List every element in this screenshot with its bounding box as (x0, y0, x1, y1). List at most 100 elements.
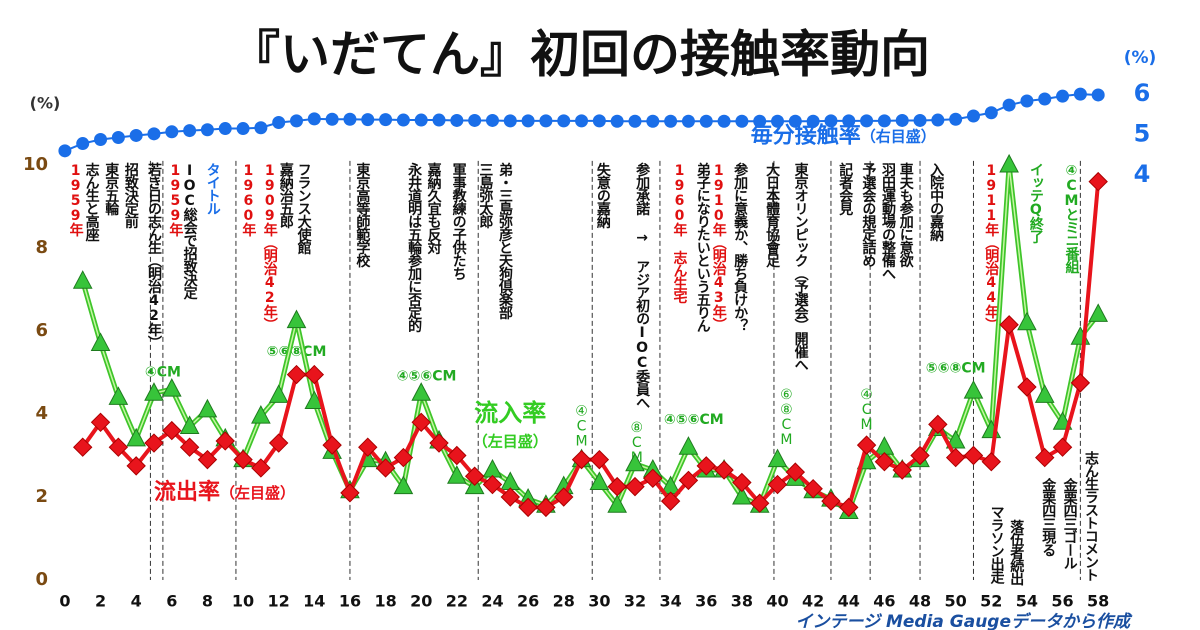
cm-label: ④⑤⑥CM (664, 412, 724, 428)
circle-marker (1002, 98, 1016, 112)
diamond-marker (1035, 447, 1055, 468)
diamond-marker (162, 420, 182, 441)
diamond-marker (643, 468, 663, 489)
x-tick-label: 48 (909, 592, 931, 611)
annotation: 入院中の嘉納 (928, 163, 945, 243)
circle-marker (699, 114, 713, 128)
diamond-marker (179, 437, 200, 457)
circle-marker (254, 121, 268, 135)
x-tick-label: 24 (481, 592, 503, 611)
y2-tick-label: 5 (1134, 120, 1151, 148)
circle-marker (860, 114, 874, 128)
circle-marker (717, 114, 731, 128)
circle-marker (931, 113, 945, 127)
x-tick-label: 26 (517, 592, 539, 611)
annotation: 嘉納久宜も反対 (426, 162, 443, 256)
series-note: （左目盛） (220, 483, 295, 501)
triangle-marker (482, 458, 503, 478)
annotation: 1910年（明治43年） (711, 163, 728, 331)
diamond-marker (536, 497, 556, 518)
diamond-marker (767, 474, 788, 495)
series-note: （左目盛） (473, 433, 548, 451)
x-tick-label: 28 (553, 592, 575, 611)
annotation: 1960年 志ん生宅 (672, 163, 688, 305)
triangle-marker (589, 471, 610, 490)
diamond-marker (892, 460, 912, 480)
x-tick-label: 52 (980, 592, 1002, 611)
diamond-marker (749, 493, 770, 513)
circle-marker (485, 113, 499, 127)
diamond-marker (429, 433, 449, 453)
circle-marker (966, 109, 980, 123)
circle-marker (94, 132, 108, 146)
annotation: 嘉納治五郎 (278, 162, 295, 230)
annotation: 三島弥太郎 (477, 163, 493, 230)
triangle-marker (999, 153, 1019, 173)
diamond-marker (554, 487, 574, 507)
diamond-marker (785, 462, 806, 482)
x-tick-label: 22 (446, 592, 468, 611)
x-tick-label: 54 (1016, 592, 1038, 611)
circle-marker (788, 114, 802, 128)
circle-marker (432, 113, 446, 127)
annotation: 東京五輪 (103, 162, 119, 217)
triangle-marker (1034, 384, 1055, 403)
annotation: 永井道明は五輪参加に否定的 (406, 162, 423, 334)
circle-marker (129, 128, 143, 142)
y-unit: (%) (30, 94, 61, 113)
triangle-marker (126, 427, 146, 447)
circle-marker (165, 125, 179, 139)
circle-marker (396, 113, 410, 127)
series-name: 流出率 (154, 479, 220, 505)
circle-marker (877, 114, 891, 128)
cm-label: ④CM (859, 387, 875, 432)
annotation: 弟子になりたいという五りん (695, 162, 711, 333)
diamond-marker (963, 445, 984, 466)
annotation: 参加承諾 → アジア初のIOC委員へ (634, 162, 651, 409)
circle-marker (735, 114, 749, 128)
cm-label: ⑥⑧CM (778, 387, 794, 447)
diamond-marker (589, 449, 610, 470)
triangle-marker (179, 415, 200, 434)
circle-marker (771, 114, 785, 128)
x-tick-label: 30 (588, 592, 610, 611)
circle-marker (325, 112, 339, 126)
footer: インテージ Media Gaugeデータから作成 (795, 612, 1133, 630)
diamond-marker (625, 476, 645, 497)
diamond-marker (607, 476, 627, 497)
circle-marker (664, 114, 678, 128)
triangle-marker (90, 332, 111, 351)
annotation: フランス大使館 (296, 163, 313, 256)
diamond-marker (1088, 171, 1108, 192)
diamond-marker (714, 460, 734, 480)
annotation: 羽田運動場の整備へ (880, 163, 897, 280)
annotation: 1911年（明治44年） (983, 163, 1000, 331)
series-note: （右目盛） (861, 127, 936, 145)
diamond-marker (90, 412, 111, 433)
circle-marker (681, 114, 695, 128)
circle-marker (468, 113, 482, 127)
x-tick-label: 10 (232, 592, 254, 611)
circle-marker (842, 114, 856, 128)
cm-label: ④CM (574, 404, 590, 449)
diamond-marker (464, 466, 485, 486)
circle-marker (1020, 94, 1034, 108)
circle-marker (1091, 88, 1105, 102)
annotation: タイトル (205, 163, 221, 215)
annotation: 予選会の規定詰め (860, 163, 876, 268)
diamond-marker (108, 437, 129, 457)
circle-marker (806, 114, 820, 128)
y2-unit: (%) (1124, 48, 1157, 68)
circle-marker (361, 113, 375, 127)
triangle-marker (625, 452, 645, 472)
y2-tick-label: 4 (1134, 160, 1151, 188)
diamond-marker (144, 433, 164, 453)
diamond-marker (375, 458, 396, 478)
diamond-marker (233, 449, 253, 470)
series-label: 流出率（左目盛） (154, 479, 295, 505)
diamond-marker (1070, 373, 1091, 393)
circle-marker (610, 114, 624, 128)
annotation: 1960年 (240, 163, 256, 238)
diamond-marker (73, 437, 93, 457)
series-name: 毎分接触率 (751, 123, 861, 149)
